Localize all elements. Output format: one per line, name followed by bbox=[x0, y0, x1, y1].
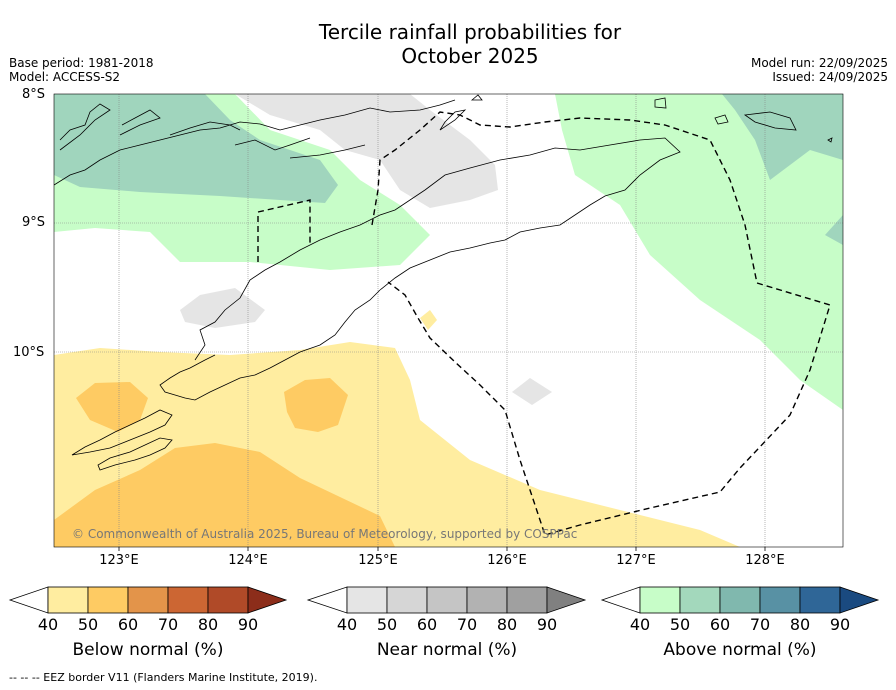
near-tick: 50 bbox=[376, 615, 398, 634]
lon-label-123e: 123°E bbox=[99, 553, 139, 568]
below-tick: 70 bbox=[157, 615, 179, 634]
below-tick: 80 bbox=[197, 615, 219, 634]
map-frame bbox=[53, 93, 844, 548]
issued-date: Issued: 24/09/2025 bbox=[772, 70, 888, 84]
lat-label-10s: 10°S bbox=[13, 345, 45, 360]
colorbar-ticks: 40 50 60 70 80 90 40 50 60 70 80 90 40 5… bbox=[0, 615, 896, 635]
near-tick: 90 bbox=[536, 615, 558, 634]
colorbar-below bbox=[8, 586, 288, 614]
model-name: Model: ACCESS-S2 bbox=[9, 70, 121, 84]
colorbar-near bbox=[306, 586, 587, 614]
near-normal-region-mid bbox=[180, 288, 265, 328]
above-normal-label: Above normal (%) bbox=[663, 640, 817, 660]
lon-label-126e: 126°E bbox=[487, 553, 527, 568]
near-normal-region-north bbox=[235, 94, 498, 208]
near-normal-label: Near normal (%) bbox=[376, 640, 518, 660]
title-line-2: October 2025 bbox=[401, 44, 539, 68]
below-normal-region-50-b bbox=[284, 378, 348, 432]
near-tick: 40 bbox=[336, 615, 358, 634]
above-normal-region-east-50 bbox=[722, 94, 843, 180]
near-tick: 70 bbox=[456, 615, 478, 634]
map-title: Tercile rainfall probabilities for Octob… bbox=[0, 20, 896, 68]
map-area bbox=[54, 94, 843, 547]
below-tick: 40 bbox=[37, 615, 59, 634]
axis-ticks bbox=[118, 547, 766, 551]
lon-label-125e: 125°E bbox=[358, 553, 398, 568]
lat-label-9s: 9°S bbox=[22, 215, 46, 230]
above-normal-region-east-50b bbox=[825, 215, 843, 245]
eez-footnote: -- -- -- EEZ border V11 (Flanders Marine… bbox=[9, 671, 318, 684]
below-normal-label: Below normal (%) bbox=[72, 640, 224, 660]
coastlines bbox=[54, 94, 833, 471]
above-tick: 80 bbox=[789, 615, 811, 634]
below-tick: 90 bbox=[237, 615, 259, 634]
meta-right: Model run: 22/09/2025 Issued: 24/09/2025 bbox=[751, 56, 888, 84]
lon-label-127e: 127°E bbox=[616, 553, 656, 568]
colorbar-above bbox=[600, 586, 880, 614]
meta-left: Base period: 1981-2018 Model: ACCESS-S2 bbox=[9, 56, 154, 84]
above-tick: 70 bbox=[749, 615, 771, 634]
above-normal-region-west-50 bbox=[54, 94, 338, 203]
lat-label-8s: 8°S bbox=[22, 87, 46, 102]
above-tick: 60 bbox=[709, 615, 731, 634]
eez-border bbox=[257, 111, 831, 536]
title-line-1: Tercile rainfall probabilities for bbox=[318, 20, 622, 44]
above-tick: 90 bbox=[829, 615, 851, 634]
below-tick: 60 bbox=[117, 615, 139, 634]
base-period: Base period: 1981-2018 bbox=[9, 56, 154, 70]
below-normal-region-50-a bbox=[76, 382, 148, 432]
grid-lines bbox=[54, 94, 843, 547]
below-normal-region-small bbox=[420, 310, 437, 330]
near-tick: 80 bbox=[496, 615, 518, 634]
near-tick: 60 bbox=[416, 615, 438, 634]
above-tick: 40 bbox=[629, 615, 651, 634]
copyright-notice: © Commonwealth of Australia 2025, Bureau… bbox=[72, 527, 578, 541]
model-run: Model run: 22/09/2025 bbox=[750, 56, 888, 70]
below-normal-region-50-c bbox=[54, 443, 395, 547]
near-normal-region-south bbox=[512, 378, 552, 405]
lon-label-124e: 124°E bbox=[228, 553, 268, 568]
below-tick: 50 bbox=[77, 615, 99, 634]
lon-label-128e: 128°E bbox=[745, 553, 785, 568]
above-tick: 50 bbox=[669, 615, 691, 634]
